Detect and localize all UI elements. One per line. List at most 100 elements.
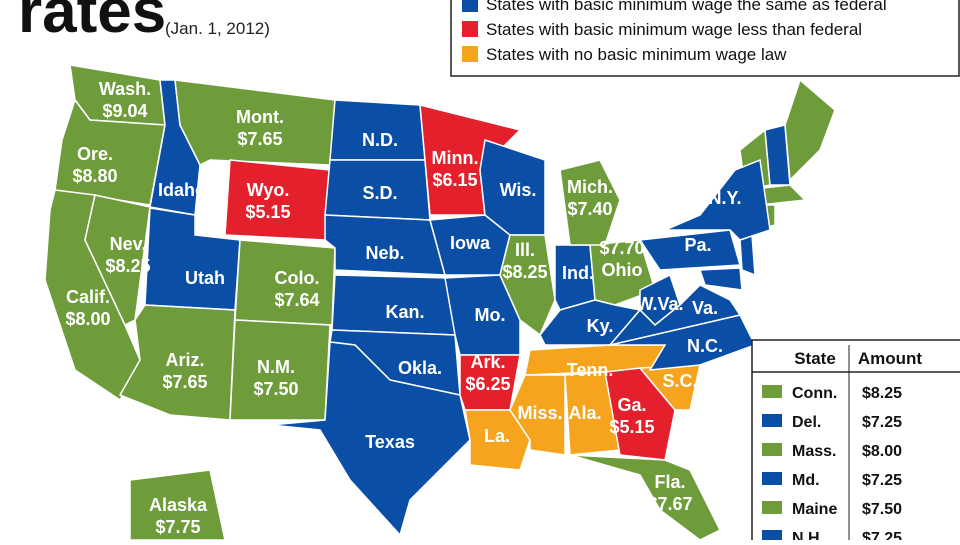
state-wage: $6.15 bbox=[432, 170, 477, 190]
state-name: Minn. bbox=[432, 148, 479, 168]
maryland-shape bbox=[698, 267, 743, 291]
state-shape bbox=[539, 299, 642, 346]
state-name: N.Y. bbox=[708, 188, 741, 208]
state-wage: $7.75 bbox=[155, 517, 200, 537]
table-state: Maine bbox=[792, 501, 837, 518]
table-amount: $8.00 bbox=[862, 443, 902, 460]
state-name: S.D. bbox=[362, 183, 397, 203]
table-amount: $7.50 bbox=[862, 501, 902, 518]
state-wage: $7.70 bbox=[599, 238, 644, 258]
state-name: Ind. bbox=[562, 263, 594, 283]
state-wage: $7.50 bbox=[253, 379, 298, 399]
legend-label: States with basic minimum wage the same … bbox=[486, 0, 887, 14]
state-wage: $5.15 bbox=[609, 417, 654, 437]
state-shape bbox=[664, 158, 771, 241]
legend-label: States with basic minimum wage less than… bbox=[486, 20, 862, 39]
legend-swatch bbox=[462, 21, 478, 37]
state-wage: $8.80 bbox=[72, 166, 117, 186]
state-name: Utah bbox=[185, 268, 225, 288]
table-state: Mass. bbox=[792, 443, 836, 460]
state-wage: $8.25 bbox=[105, 256, 150, 276]
table-state: Del. bbox=[792, 414, 821, 431]
state-shape bbox=[589, 239, 656, 306]
state-name: Wash. bbox=[99, 79, 151, 99]
state-wage: $8.00 bbox=[65, 309, 110, 329]
state-name: W.Va. bbox=[636, 294, 683, 314]
state-name: N.C. bbox=[687, 336, 723, 356]
state-shape bbox=[638, 229, 741, 271]
table-swatch bbox=[762, 530, 782, 543]
state-name: Nev. bbox=[110, 234, 147, 254]
table-header: State bbox=[794, 349, 836, 368]
state-shape bbox=[224, 159, 331, 241]
state-shape bbox=[559, 159, 621, 246]
table-swatch bbox=[762, 414, 782, 427]
state-name: Fla. bbox=[654, 472, 685, 492]
state-wage: $8.25 bbox=[502, 262, 547, 282]
state-wage: $5.15 bbox=[245, 202, 290, 222]
state-name: Mich. bbox=[567, 177, 613, 197]
state-name: S.C. bbox=[662, 371, 697, 391]
new-jersey-shape bbox=[739, 233, 756, 277]
state-shape bbox=[604, 367, 676, 461]
table-state: Conn. bbox=[792, 385, 837, 402]
table-box bbox=[751, 339, 960, 545]
state-name: Ark. bbox=[470, 352, 505, 372]
state-name: Wyo. bbox=[247, 180, 290, 200]
state-name: Ariz. bbox=[165, 350, 204, 370]
state-name: Ore. bbox=[77, 144, 113, 164]
table-state: Md. bbox=[792, 472, 820, 489]
state-wage: $6.25 bbox=[465, 374, 510, 394]
state-wage: $9.04 bbox=[102, 101, 147, 121]
state-name: N.M. bbox=[257, 357, 295, 377]
legend-label: States with no basic minimum wage law bbox=[486, 45, 787, 64]
state-wage: $7.65 bbox=[237, 129, 282, 149]
title: rates bbox=[18, 0, 166, 46]
table-amount: $7.25 bbox=[862, 472, 902, 489]
state-shape bbox=[84, 194, 151, 327]
date: (Jan. 1, 2012) bbox=[165, 19, 270, 38]
state-name: N.D. bbox=[362, 130, 398, 150]
state-name: Neb. bbox=[365, 243, 404, 263]
state-shape bbox=[569, 454, 722, 541]
state-name: La. bbox=[484, 426, 510, 446]
table-amount: $8.25 bbox=[862, 385, 902, 402]
state-name: Kan. bbox=[385, 302, 424, 322]
state-shape bbox=[269, 341, 471, 537]
table-amount: $7.25 bbox=[862, 530, 902, 540]
state-name: Ky. bbox=[587, 316, 614, 336]
state-name: Colo. bbox=[275, 268, 320, 288]
state-wage: $7.65 bbox=[162, 372, 207, 392]
legend-swatch bbox=[462, 0, 478, 12]
state-name: Mont. bbox=[236, 107, 284, 127]
state-name: Pa. bbox=[684, 235, 711, 255]
state-name: Calif. bbox=[66, 287, 110, 307]
legend-swatch bbox=[462, 46, 478, 62]
state-name: Okla. bbox=[398, 358, 442, 378]
state-name: Tenn. bbox=[567, 360, 614, 380]
state-name: Wis. bbox=[500, 180, 537, 200]
state-wage: $7.64 bbox=[274, 290, 319, 310]
maine-shape bbox=[784, 78, 836, 182]
state-name: Idaho bbox=[158, 180, 206, 200]
legend-box bbox=[450, 0, 960, 77]
state-wage: $7.67 bbox=[647, 494, 692, 514]
table-swatch bbox=[762, 501, 782, 514]
state-name: Ill. bbox=[515, 240, 535, 260]
state-name: Texas bbox=[365, 432, 415, 452]
table-amount: $7.25 bbox=[862, 414, 902, 431]
table-state: N.H. bbox=[792, 530, 824, 540]
state-name: Ga. bbox=[617, 395, 646, 415]
table-swatch bbox=[762, 472, 782, 485]
state-name: Mo. bbox=[475, 305, 506, 325]
state-name: Alaska bbox=[149, 495, 208, 515]
state-name: Va. bbox=[692, 298, 718, 318]
table-swatch bbox=[762, 443, 782, 456]
table-swatch bbox=[762, 385, 782, 398]
state-shape bbox=[607, 284, 742, 347]
state-name: Miss. bbox=[517, 403, 562, 423]
state-wage: $7.40 bbox=[567, 199, 612, 219]
state-name: Ala. bbox=[568, 403, 601, 423]
state-name: Iowa bbox=[450, 233, 491, 253]
